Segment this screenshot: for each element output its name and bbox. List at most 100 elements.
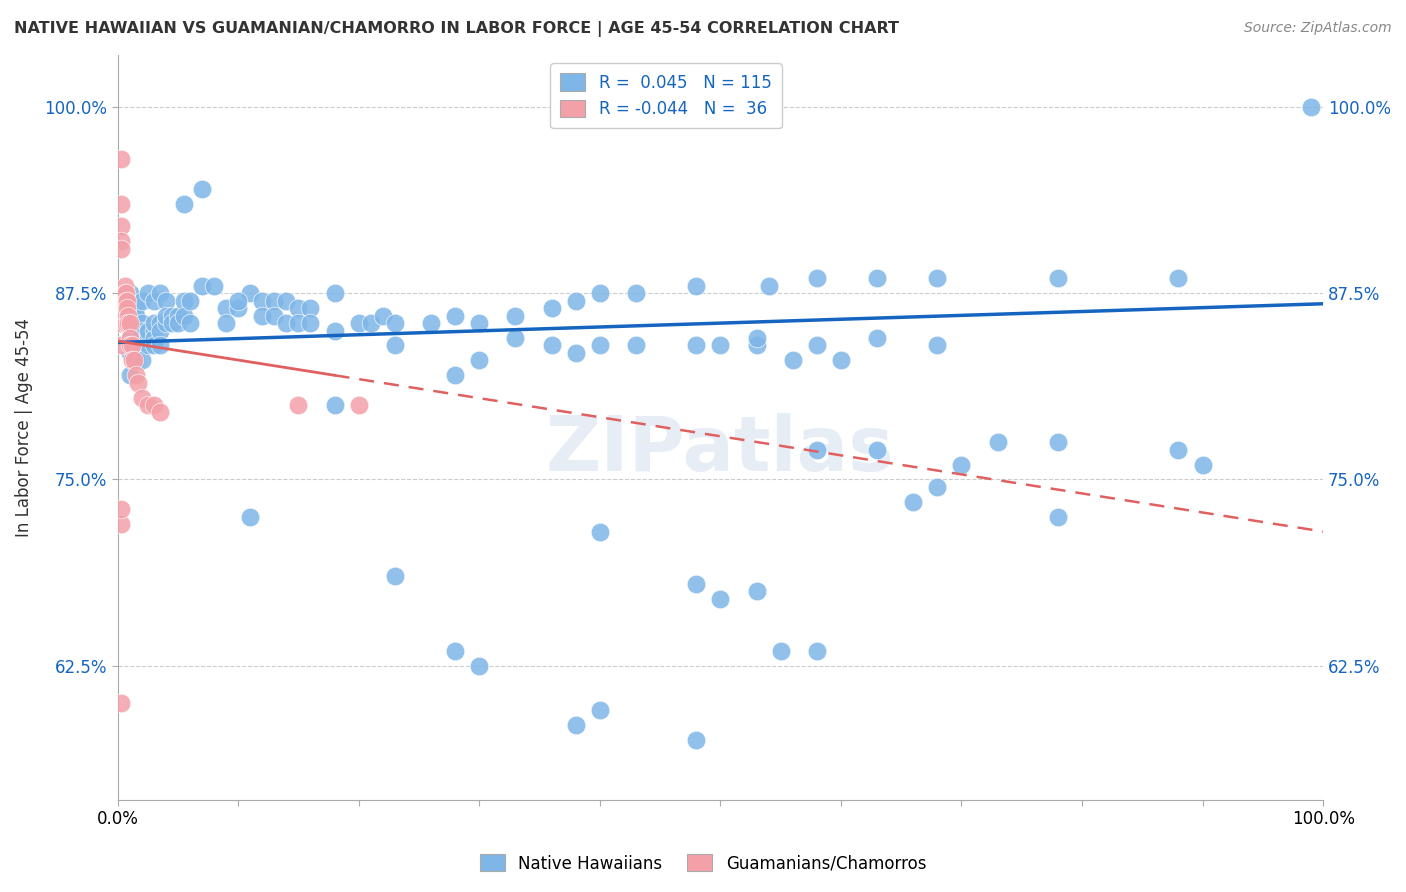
Point xyxy=(142,331,165,345)
Point xyxy=(1299,100,1322,114)
Point xyxy=(927,480,949,494)
Y-axis label: In Labor Force | Age 45-54: In Labor Force | Age 45-54 xyxy=(15,318,32,537)
Point xyxy=(709,338,731,352)
Point xyxy=(806,338,828,352)
Point xyxy=(745,338,768,352)
Point xyxy=(866,331,889,345)
Point xyxy=(142,316,165,330)
Point xyxy=(866,271,889,285)
Point xyxy=(179,293,201,308)
Point xyxy=(179,316,201,330)
Point xyxy=(540,338,562,352)
Point xyxy=(540,301,562,316)
Point xyxy=(589,338,612,352)
Point xyxy=(142,338,165,352)
Point xyxy=(124,353,146,368)
Point xyxy=(112,293,135,308)
Point xyxy=(118,346,141,360)
Point xyxy=(347,316,370,330)
Point xyxy=(927,271,949,285)
Text: NATIVE HAWAIIAN VS GUAMANIAN/CHAMORRO IN LABOR FORCE | AGE 45-54 CORRELATION CHA: NATIVE HAWAIIAN VS GUAMANIAN/CHAMORRO IN… xyxy=(14,21,898,37)
Point xyxy=(118,316,141,330)
Point xyxy=(136,398,159,412)
Point xyxy=(166,316,188,330)
Point xyxy=(1167,271,1189,285)
Point xyxy=(468,658,491,673)
Point xyxy=(987,435,1010,450)
Point xyxy=(468,353,491,368)
Point xyxy=(131,391,153,405)
Point xyxy=(142,324,165,338)
Point xyxy=(149,286,172,301)
Point xyxy=(115,309,138,323)
Point xyxy=(685,576,707,591)
Point xyxy=(149,324,172,338)
Point xyxy=(323,286,346,301)
Point xyxy=(384,569,406,583)
Point xyxy=(115,293,138,308)
Point xyxy=(115,316,138,330)
Point xyxy=(806,442,828,457)
Point xyxy=(276,316,298,330)
Point xyxy=(384,316,406,330)
Point xyxy=(118,368,141,383)
Point xyxy=(121,338,143,352)
Point xyxy=(299,316,322,330)
Text: Source: ZipAtlas.com: Source: ZipAtlas.com xyxy=(1244,21,1392,35)
Point xyxy=(142,293,165,308)
Point xyxy=(226,293,249,308)
Point xyxy=(202,279,225,293)
Point xyxy=(323,398,346,412)
Point xyxy=(131,353,153,368)
Point xyxy=(323,324,346,338)
Point xyxy=(124,301,146,316)
Point xyxy=(250,293,273,308)
Point xyxy=(114,279,136,293)
Point xyxy=(384,338,406,352)
Point xyxy=(624,286,647,301)
Point xyxy=(239,286,262,301)
Point xyxy=(866,442,889,457)
Point xyxy=(371,309,394,323)
Point xyxy=(124,353,146,368)
Point xyxy=(160,309,183,323)
Point xyxy=(131,293,153,308)
Point xyxy=(250,309,273,323)
Point xyxy=(1046,435,1069,450)
Point xyxy=(173,309,195,323)
Point xyxy=(589,703,612,717)
Point xyxy=(115,301,138,316)
Point xyxy=(1167,442,1189,457)
Point xyxy=(263,309,285,323)
Point xyxy=(287,316,309,330)
Point xyxy=(215,301,238,316)
Point xyxy=(117,316,139,330)
Legend: R =  0.045   N = 115, R = -0.044   N =  36: R = 0.045 N = 115, R = -0.044 N = 36 xyxy=(551,63,782,128)
Point xyxy=(131,338,153,352)
Point xyxy=(263,293,285,308)
Point xyxy=(564,718,586,732)
Point xyxy=(226,301,249,316)
Point xyxy=(124,368,146,383)
Point xyxy=(110,517,132,532)
Point xyxy=(806,643,828,657)
Point xyxy=(124,309,146,323)
Point xyxy=(118,338,141,352)
Point xyxy=(114,286,136,301)
Point xyxy=(118,286,141,301)
Point xyxy=(136,286,159,301)
Point xyxy=(136,324,159,338)
Point xyxy=(1046,271,1069,285)
Point xyxy=(110,234,132,248)
Point xyxy=(110,696,132,710)
Point xyxy=(115,293,138,308)
Point xyxy=(117,309,139,323)
Point xyxy=(110,153,132,167)
Point xyxy=(121,353,143,368)
Point xyxy=(118,331,141,345)
Point xyxy=(782,353,804,368)
Point xyxy=(110,197,132,211)
Point xyxy=(769,643,792,657)
Point xyxy=(745,331,768,345)
Point xyxy=(136,324,159,338)
